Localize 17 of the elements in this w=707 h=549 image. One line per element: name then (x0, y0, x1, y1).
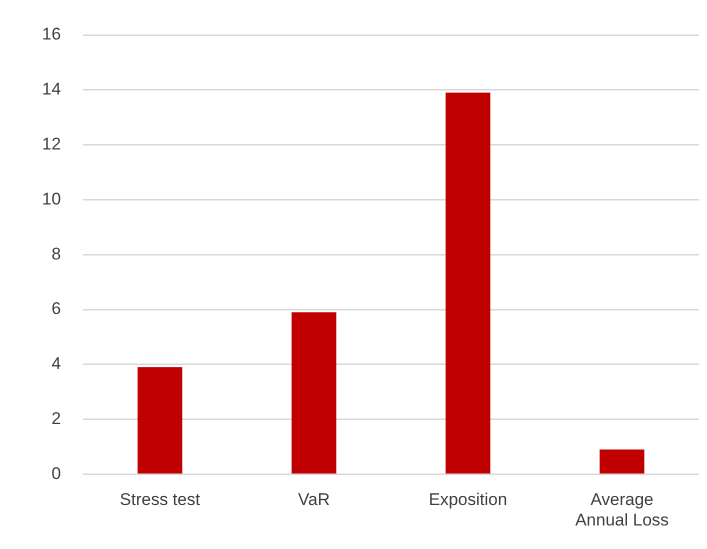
y-tick-label: 14 (42, 80, 61, 99)
x-tick-label: Exposition (428, 490, 508, 510)
bar (446, 92, 490, 474)
y-tick-label: 2 (51, 408, 61, 428)
x-tick-label: Stress test (120, 490, 200, 510)
x-tick-label: Average Annual Loss (575, 490, 669, 530)
x-tick-label: VaR (298, 490, 330, 510)
y-tick-label: 12 (42, 134, 61, 154)
y-tick-label: 8 (51, 244, 61, 264)
bar (292, 312, 336, 474)
y-tick-label: 4 (51, 354, 61, 374)
y-tick-label: 6 (51, 299, 61, 318)
y-tick-label: 16 (42, 24, 61, 44)
bar (138, 367, 182, 474)
bar (600, 449, 644, 474)
y-tick-label: 0 (51, 464, 61, 483)
y-tick-label: 10 (42, 189, 61, 208)
